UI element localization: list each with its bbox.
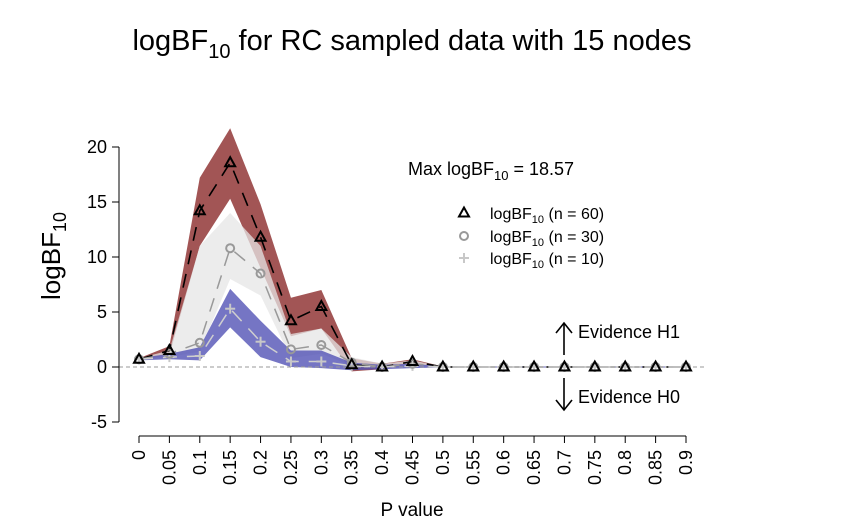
- marker-series-0-point-13: [527, 359, 541, 372]
- x-tick-label: 0.2: [251, 450, 271, 475]
- marker-series-0-point-18: [679, 359, 693, 372]
- marker-series-0-point-6: [314, 298, 329, 311]
- marker-series-2-point-3: [225, 303, 236, 314]
- marker-series-0-point-16: [618, 359, 632, 372]
- marker-series-1-point-4: [255, 268, 266, 279]
- chart-title: logBF10 for RC sampled data with 15 node…: [132, 25, 691, 63]
- max-annotation-prefix: Max logBF: [408, 159, 494, 179]
- arrow-down-head: [555, 399, 573, 412]
- legend-marker-2: [459, 253, 469, 263]
- evidence-h1-label: Evidence H1: [578, 322, 680, 342]
- legend-label-2: logBF10 (n = 10): [490, 251, 604, 271]
- marker-series-0-point-17: [648, 359, 663, 372]
- marker-series-1-point-5: [285, 344, 296, 355]
- marker-series-1-point-6: [316, 340, 327, 350]
- title-sub: 10: [208, 41, 230, 63]
- marker-series-0-point-11: [466, 359, 480, 372]
- title-main: logBF: [132, 25, 208, 57]
- y-tick-label: -5: [91, 412, 107, 432]
- evidence-h1-annotation: Evidence H1: [555, 321, 680, 355]
- x-tick-label: 0: [129, 450, 149, 460]
- x-axis-label: P value: [380, 500, 443, 521]
- marker-series-0-point-3: [223, 155, 237, 168]
- marker-series-0-point-1: [162, 342, 177, 355]
- marker-series-0-point-7: [345, 357, 359, 370]
- x-tick-label: 0.75: [585, 450, 605, 485]
- max-annotation: Max logBF10 = 18.57: [408, 159, 574, 183]
- x-tick-label: 0.45: [403, 450, 423, 485]
- y-axis-label-sub: 10: [50, 212, 70, 232]
- marker-series-0-point-8: [375, 359, 389, 372]
- marker-series-2-point-4: [255, 336, 266, 347]
- x-axis: 0 0.05 0.1 0.15 0.2 0.25 0.3 0.35 0.4 0.45 0.5 0.55…: [129, 435, 696, 485]
- y-tick-label: 5: [97, 302, 107, 322]
- marker-series-2-point-2: [194, 351, 205, 361]
- x-tick-label: 0.55: [463, 450, 483, 485]
- x-tick-label: 0.4: [372, 450, 392, 475]
- marker-series-0-point-9: [405, 353, 420, 366]
- marker-series-2-point-5: [285, 356, 296, 367]
- legend: logBF10 (n = 60) logBF10 (n = 30)logBF10 …: [457, 205, 604, 271]
- legend-label-1: logBF10 (n = 30): [490, 229, 604, 249]
- evidence-h0-annotation: Evidence H0: [555, 378, 680, 412]
- confidence-bands: [139, 128, 686, 372]
- y-axis-label: logBF10: [36, 212, 70, 300]
- legend-marker-1: [459, 231, 469, 241]
- x-tick-label: 0.25: [281, 450, 301, 485]
- x-tick-label: 0.3: [311, 450, 331, 475]
- marker-series-0-point-12: [496, 359, 511, 372]
- marker-series-0-point-10: [436, 359, 450, 372]
- title-rest: for RC sampled data with 15 nodes: [230, 25, 691, 57]
- x-tick-label: 0.9: [676, 450, 696, 475]
- marker-series-0-point-5: [284, 313, 298, 326]
- marker-series-0-point-15: [588, 359, 602, 372]
- y-axis: -5 0 5 10 15 20: [87, 137, 120, 432]
- x-tick-label: 0.6: [494, 450, 514, 475]
- marker-series-0-point-2: [193, 203, 207, 216]
- evidence-h0-label: Evidence H0: [578, 387, 680, 407]
- arrow-up-head: [555, 321, 573, 334]
- marker-series-0-point-14: [557, 359, 572, 372]
- x-tick-label: 0.5: [433, 450, 453, 475]
- max-annotation-value: = 18.57: [509, 159, 575, 179]
- y-tick-label: 20: [87, 137, 107, 157]
- legend-marker-0: [457, 205, 471, 218]
- y-axis-label-main: logBF: [36, 232, 66, 300]
- x-tick-label: 0.7: [554, 450, 574, 475]
- series-markers: [132, 155, 693, 372]
- max-annotation-sub: 10: [494, 168, 508, 183]
- y-tick-label: 0: [97, 357, 107, 377]
- legend-label-0: logBF10 (n = 60): [490, 206, 604, 226]
- marker-series-1-point-2: [194, 337, 205, 348]
- marker-series-1-point-3: [225, 243, 236, 254]
- x-tick-label: 0.85: [646, 450, 666, 485]
- y-tick-label: 15: [87, 192, 107, 212]
- band-series-2: [139, 288, 686, 371]
- marker-series-2-point-6: [316, 356, 327, 367]
- marker-series-0-point-0: [132, 351, 146, 364]
- x-tick-label: 0.8: [615, 450, 635, 475]
- marker-series-0-point-4: [253, 229, 268, 242]
- x-tick-label: 0.1: [190, 450, 210, 475]
- x-tick-label: 0.05: [159, 450, 179, 485]
- y-tick-label: 10: [87, 247, 107, 267]
- x-tick-label: 0.35: [342, 450, 362, 485]
- x-tick-label: 0.15: [220, 450, 240, 485]
- x-tick-label: 0.65: [524, 450, 544, 485]
